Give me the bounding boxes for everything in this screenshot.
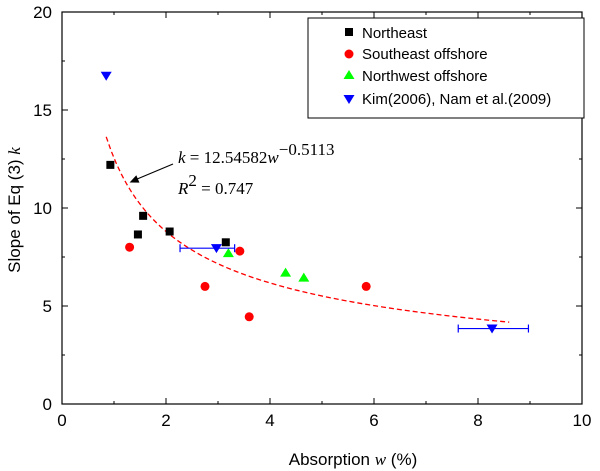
data-point-circle [235, 246, 245, 256]
legend-box [307, 17, 585, 119]
legend-label: Kim(2006), Nam et al.(2009) [362, 91, 551, 108]
data-point-triangle-down [100, 71, 112, 81]
data-point-square [165, 227, 174, 236]
legend-item-northeast: Northeast [345, 25, 428, 42]
arrow-shaft [133, 163, 174, 182]
fit-curve-group [105, 136, 510, 323]
x-tick-label: 8 [473, 411, 482, 430]
y-tick-label: 10 [33, 199, 52, 218]
fit-annotation: k = 12.54582w−0.5113 R2 = 0.747 [129, 140, 334, 198]
legend-label: Northeast [362, 25, 428, 42]
data-point-square [106, 160, 115, 169]
y-tick-label: 5 [43, 297, 52, 316]
data-point-circle [125, 242, 135, 252]
annotation-arrow [129, 163, 174, 183]
legend-square-marker [345, 28, 353, 36]
data-point-square [221, 238, 230, 247]
legend-item-northwest-offshore: Northwest offshore [343, 68, 488, 85]
x-tick-label: 2 [161, 411, 170, 430]
y-tick-label: 20 [33, 3, 52, 22]
legend-label: Northwest offshore [362, 68, 488, 85]
x-tick-label: 6 [369, 411, 378, 430]
data-point-triangle-up [222, 248, 234, 258]
data-point-triangle-up [280, 267, 292, 277]
legend-item-kim-nam: Kim(2006), Nam et al.(2009) [343, 91, 551, 108]
arrow-head [129, 175, 140, 183]
data-point-circle [200, 281, 210, 291]
data-point-square [133, 230, 142, 239]
data-point-square [139, 211, 148, 220]
fit-equation: k = 12.54582w−0.5113 [178, 140, 334, 167]
x-axis-title: Absorption w (%) [289, 450, 418, 469]
data-point-triangle-down [210, 244, 222, 254]
data-point-circle [361, 281, 371, 291]
x-tick-label: 0 [57, 411, 66, 430]
y-axis-title: Slope of Eq (3) k [5, 147, 24, 273]
legend: Northeast Southeast offshore Northwest o… [307, 17, 585, 119]
y-tick-label: 15 [33, 101, 52, 120]
legend-circle-marker [344, 49, 354, 59]
legend-item-southeast-offshore: Southeast offshore [344, 46, 488, 63]
data-points [100, 71, 530, 334]
r-squared-label: R2 = 0.747 [177, 171, 254, 198]
legend-label: Southeast offshore [362, 46, 488, 63]
power-fit-curve [105, 136, 510, 323]
legend-triangle-down-marker [343, 95, 355, 104]
legend-triangle-up-marker [343, 70, 355, 79]
data-point-triangle-down [486, 324, 498, 334]
x-tick-label: 10 [573, 411, 592, 430]
y-tick-label: 0 [43, 395, 52, 414]
axes: 0 2 4 6 8 10 0 5 10 15 20 [33, 3, 591, 430]
data-point-circle [244, 312, 254, 322]
data-point-triangle-up [298, 272, 310, 282]
x-tick-label: 4 [265, 411, 274, 430]
